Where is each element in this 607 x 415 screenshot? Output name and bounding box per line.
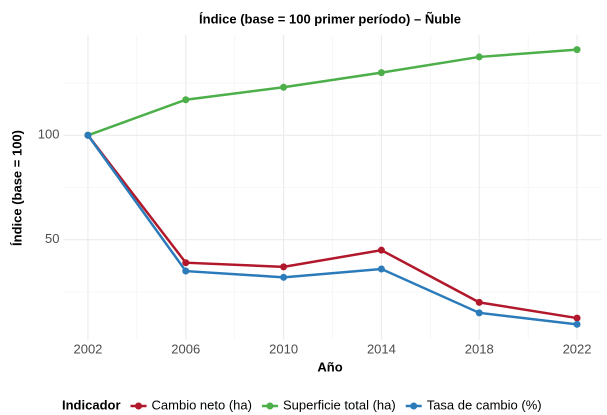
point [182, 259, 190, 267]
series-line [86, 134, 578, 320]
legend-key-point [135, 402, 143, 410]
series-line [86, 134, 578, 326]
grid [63, 35, 602, 340]
point [377, 69, 385, 77]
x-tick-label: 2006 [171, 341, 200, 356]
legend-title: Indicador [62, 397, 121, 412]
y-tick-label: 50 [45, 231, 59, 246]
x-tick-label: 2018 [465, 341, 494, 356]
point [573, 314, 581, 322]
point [475, 309, 483, 317]
y-axis-title: Índice (base = 100) [9, 130, 24, 246]
x-tick-label: 2002 [73, 341, 102, 356]
legend-key-point [410, 402, 418, 410]
x-tick-label: 2022 [563, 341, 592, 356]
point [377, 265, 385, 273]
series-line [87, 48, 578, 137]
legend-label: Tasa de cambio (%) [427, 397, 542, 412]
point [182, 267, 190, 275]
point [573, 46, 581, 54]
point [377, 246, 385, 254]
point [182, 96, 190, 104]
lines [84, 46, 581, 328]
chart-title: Índice (base = 100 primer período) – Ñub… [199, 11, 461, 26]
legend-label: Cambio neto (ha) [152, 397, 252, 412]
point [280, 263, 288, 271]
point [573, 320, 581, 328]
point [475, 298, 483, 306]
y-tick-label: 100 [38, 127, 60, 142]
point [84, 131, 92, 139]
legend-key-point [266, 402, 274, 410]
legend: Indicador Cambio neto (ha) Superficie tota… [62, 397, 542, 412]
legend-label: Superficie total (ha) [283, 397, 396, 412]
point [280, 83, 288, 91]
x-tick-label: 2014 [367, 341, 396, 356]
x-tick-label: 2010 [269, 341, 298, 356]
point [475, 53, 483, 61]
point [280, 273, 288, 281]
x-axis-title: Año [317, 359, 342, 374]
